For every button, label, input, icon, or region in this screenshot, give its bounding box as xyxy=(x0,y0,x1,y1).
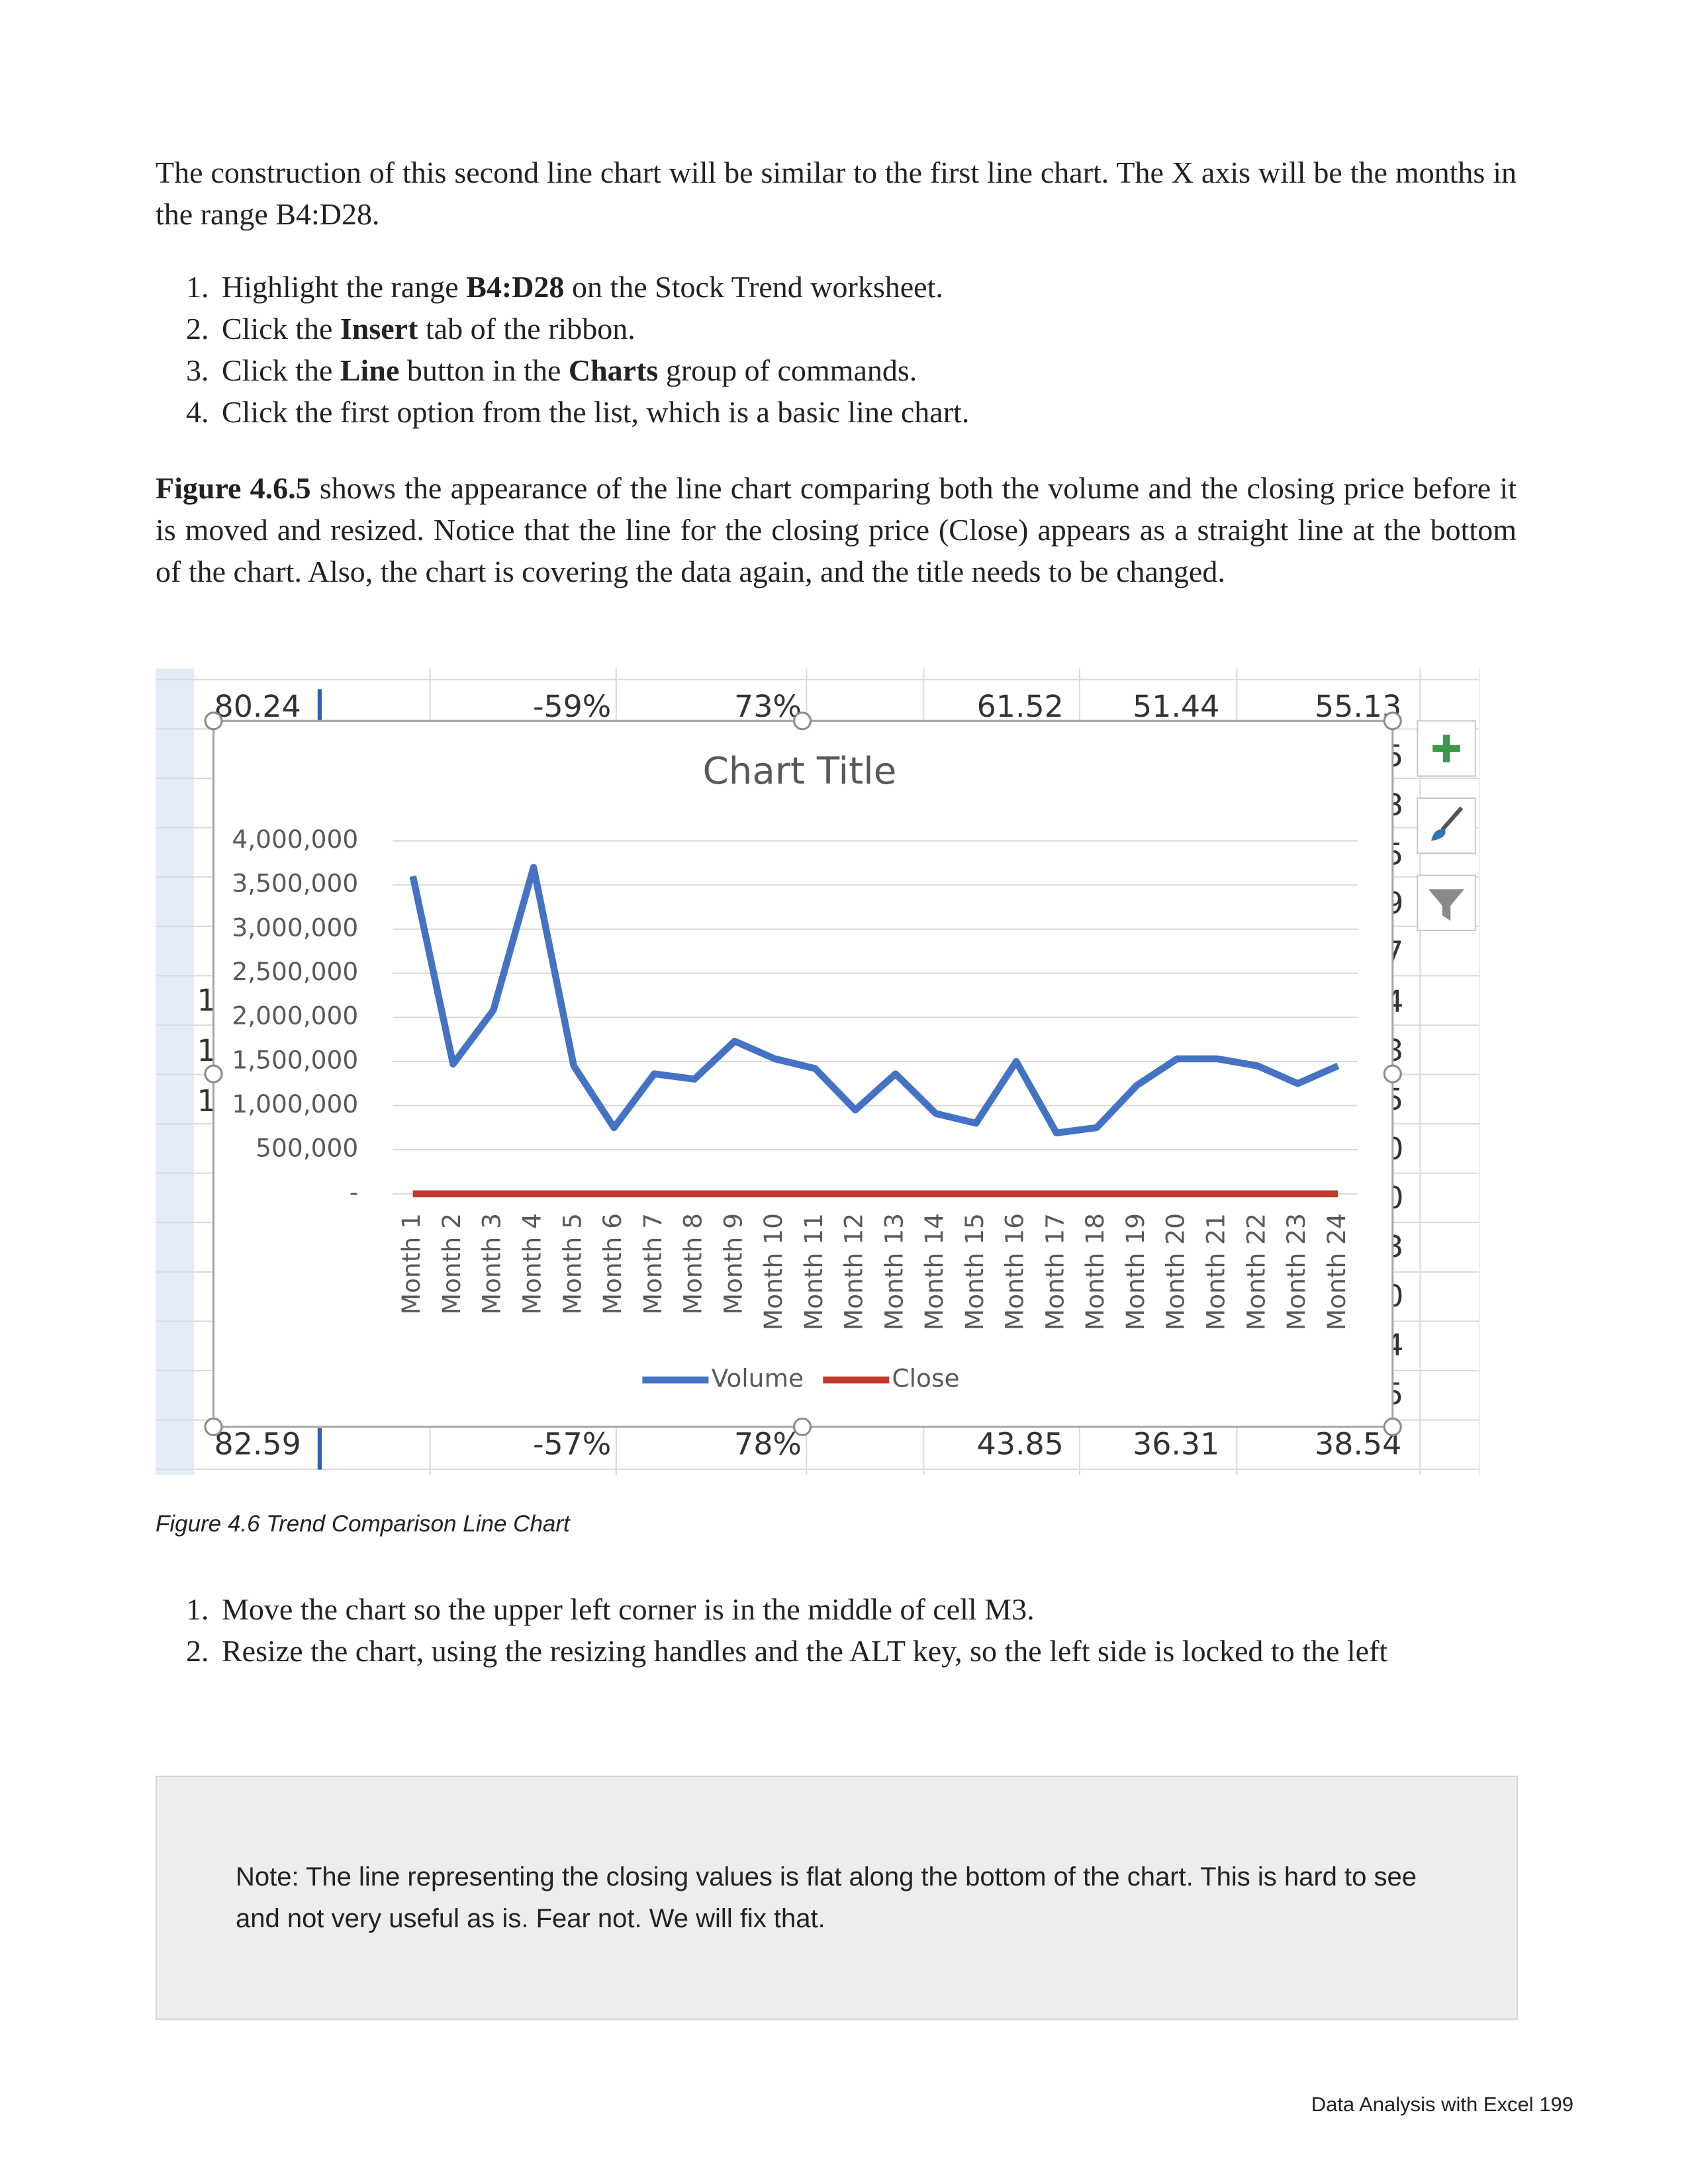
text-run: Highlight the range xyxy=(222,270,467,304)
cell-text: -57% xyxy=(533,1426,611,1462)
cell-text: 61.52 xyxy=(977,688,1064,724)
brush-tip xyxy=(1431,829,1446,841)
bold-run: B4:D28 xyxy=(466,270,565,304)
x-tick-label: Month 21 xyxy=(1201,1213,1230,1330)
paragraph: The construction of this second line cha… xyxy=(156,152,1517,235)
handle[interactable] xyxy=(204,711,223,731)
page-footer: Data Analysis with Excel 199 xyxy=(1311,2093,1573,2116)
y-tick-label: 1,000,000 xyxy=(232,1089,358,1118)
note-text: Note: The line representing the closing … xyxy=(236,1862,1417,1933)
cell-text: 80.24 xyxy=(214,688,301,724)
y-tick-label: 3,500,000 xyxy=(232,869,358,898)
x-tick-label: Month 13 xyxy=(879,1213,908,1330)
bold-run: Figure 4.6.5 xyxy=(156,471,311,505)
y-tick-label: 500,000 xyxy=(256,1134,358,1163)
text-run: button in the xyxy=(399,353,569,387)
brush-icon xyxy=(1440,806,1464,831)
handle[interactable] xyxy=(1383,1064,1402,1083)
x-tick-label: Month 23 xyxy=(1282,1213,1311,1330)
legend-label: Close xyxy=(892,1364,959,1393)
series-line xyxy=(409,864,1340,1137)
x-tick-label: Month 17 xyxy=(1040,1213,1069,1330)
cell-text: 82.59 xyxy=(214,1426,301,1462)
y-tick-label: 2,000,000 xyxy=(232,1001,358,1030)
resize-handles[interactable] xyxy=(204,711,1402,1437)
chart-buttons[interactable] xyxy=(1417,720,1476,931)
row-header xyxy=(156,668,195,1475)
x-tick-label: Month 14 xyxy=(919,1213,949,1330)
cell-text: 36.31 xyxy=(1133,1426,1219,1462)
paragraph: Figure 4.6.5 shows the appearance of the… xyxy=(156,467,1517,592)
text-run: group of commands. xyxy=(658,353,917,387)
text-run: tab of the ribbon. xyxy=(418,312,635,345)
x-tick-label: Month 18 xyxy=(1080,1213,1109,1330)
text-run: The construction of this second line cha… xyxy=(156,156,1517,231)
x-tick-label: Month 22 xyxy=(1241,1213,1270,1330)
y-tick-label: 1,500,000 xyxy=(232,1045,358,1074)
x-tick-label: Month 16 xyxy=(1000,1213,1029,1330)
cell-text: 73% xyxy=(734,688,802,724)
list-item: Highlight the range B4:D28 on the Stock … xyxy=(216,266,1517,308)
ordered-list: Move the chart so the upper left corner … xyxy=(156,1588,1517,1672)
x-tick-label: Month 15 xyxy=(960,1213,989,1330)
y-tick-label: 2,500,000 xyxy=(232,957,358,986)
text-run: on the Stock Trend worksheet. xyxy=(564,270,943,304)
list-item: Click the Line button in the Charts grou… xyxy=(216,349,1517,391)
filter-icon xyxy=(1428,889,1465,921)
chart-title: Chart Title xyxy=(702,750,896,793)
x-tick-label: Month 2 xyxy=(437,1213,466,1314)
text-run: Click the xyxy=(222,353,340,387)
text-run: Click the first option from the list, wh… xyxy=(222,395,970,429)
cell-text: 51.44 xyxy=(1133,688,1219,724)
list-item: Click the first option from the list, wh… xyxy=(216,391,1517,433)
list-item: Resize the chart, using the resizing han… xyxy=(216,1630,1517,1672)
x-tick-label: Month 1 xyxy=(397,1213,426,1314)
cell-text: -59% xyxy=(533,688,611,724)
handle[interactable] xyxy=(793,1417,812,1437)
y-tick-label: 3,000,000 xyxy=(232,913,358,942)
text-run: Resize the chart, using the resizing han… xyxy=(222,1634,1388,1668)
cell-text: 43.85 xyxy=(977,1426,1064,1462)
y-tick-label: - xyxy=(350,1177,359,1206)
handle[interactable] xyxy=(1383,1417,1402,1437)
handle[interactable] xyxy=(204,1417,223,1437)
x-tick-label: Month 10 xyxy=(759,1213,788,1330)
cell-text: 78% xyxy=(734,1426,802,1462)
x-tick-label: Month 4 xyxy=(518,1213,547,1314)
bold-run: Line xyxy=(340,353,400,387)
bold-run: Charts xyxy=(568,353,659,387)
handle[interactable] xyxy=(1383,711,1402,731)
step-list: Highlight the range B4:D28 on the Stock … xyxy=(156,266,1517,433)
list-item: Click the Insert tab of the ribbon. xyxy=(216,308,1517,349)
x-tick-label: Month 3 xyxy=(477,1213,506,1314)
legend-label: Volume xyxy=(712,1364,804,1393)
x-tick-label: Month 9 xyxy=(718,1213,747,1314)
x-tick-label: Month 7 xyxy=(638,1213,667,1314)
x-tick-label: Month 6 xyxy=(598,1213,627,1314)
x-tick-label: Month 5 xyxy=(557,1213,586,1314)
handle[interactable] xyxy=(204,1064,223,1083)
plus-icon xyxy=(1432,735,1460,762)
bold-run: Insert xyxy=(340,312,418,345)
text-run: Click the xyxy=(222,312,340,345)
x-tick-label: Month 20 xyxy=(1161,1213,1190,1330)
list-item: Move the chart so the upper left corner … xyxy=(216,1588,1517,1630)
ordered-list: Highlight the range B4:D28 on the Stock … xyxy=(156,266,1517,433)
note-box: Note: The line representing the closing … xyxy=(156,1776,1518,2020)
x-tick-label: Month 24 xyxy=(1322,1213,1351,1330)
plot: Chart Title - 500,000 1,000,000 1,500,000 2,0… xyxy=(232,750,1358,1393)
figure-caption: Figure 4.6 Trend Comparison Line Chart xyxy=(156,1511,570,1537)
chart-filters-button[interactable] xyxy=(1417,874,1476,931)
x-tick-label: Month 12 xyxy=(839,1213,868,1330)
y-tick-label: 4,000,000 xyxy=(232,825,358,854)
text-run: shows the appearance of the line chart c… xyxy=(156,471,1517,588)
text-run: Move the chart so the upper left corner … xyxy=(222,1592,1035,1626)
x-tick-label: Month 8 xyxy=(679,1213,708,1314)
step-list: Move the chart so the upper left corner … xyxy=(156,1588,1517,1672)
handle[interactable] xyxy=(793,711,812,731)
x-tick-label: Month 19 xyxy=(1121,1213,1150,1330)
x-tick-label: Month 11 xyxy=(799,1213,828,1330)
